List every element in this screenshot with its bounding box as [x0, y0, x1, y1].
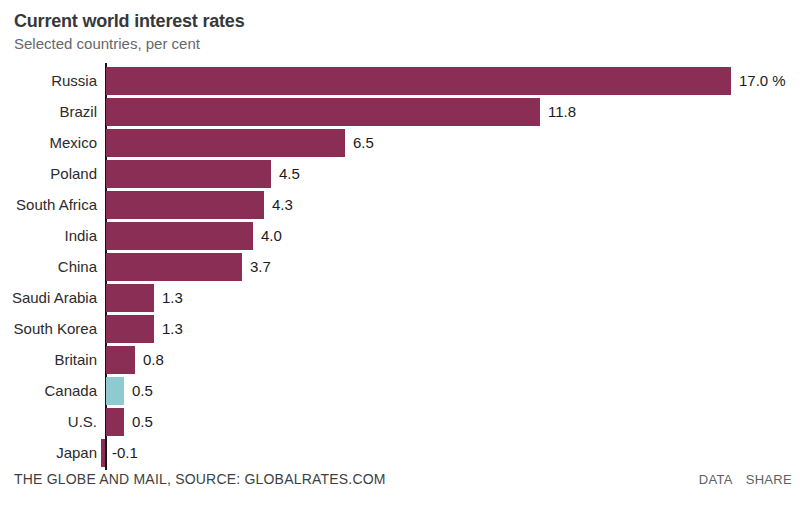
bar-area: 3.7	[106, 253, 808, 281]
chart-row: Russia 17.0 %	[0, 67, 808, 95]
bar	[106, 408, 124, 436]
chart-subtitle: Selected countries, per cent	[14, 35, 794, 52]
chart-row: Brazil 11.8	[0, 98, 808, 126]
bar-area: 1.3	[106, 315, 808, 343]
value-label: 11.8	[548, 98, 576, 126]
bar-area: 17.0 %	[106, 67, 808, 95]
bar	[106, 222, 253, 250]
value-label: 4.3	[272, 191, 293, 219]
category-label: Japan	[0, 439, 97, 467]
category-label: Brazil	[0, 98, 97, 126]
value-label: 0.5	[132, 408, 153, 436]
category-label: Poland	[0, 160, 97, 188]
category-label: Britain	[0, 346, 97, 374]
bar	[106, 346, 135, 374]
chart-row: Poland 4.5	[0, 160, 808, 188]
chart-row: Japan -0.1	[0, 439, 808, 467]
value-label: 1.3	[162, 284, 183, 312]
source-credit: THE GLOBE AND MAIL, SOURCE: GLOBALRATES.…	[14, 471, 386, 487]
bar	[106, 253, 242, 281]
chart-page: Current world interest rates Selected co…	[0, 0, 808, 512]
category-label: Russia	[0, 67, 97, 95]
chart-row: China 3.7	[0, 253, 808, 281]
category-label: Canada	[0, 377, 97, 405]
share-link[interactable]: SHARE	[746, 472, 792, 487]
category-label: India	[0, 222, 97, 250]
bar-area: 11.8	[106, 98, 808, 126]
bar-area: 6.5	[106, 129, 808, 157]
bar-area: 1.3	[106, 284, 808, 312]
chart-row: South Africa 4.3	[0, 191, 808, 219]
value-label: 4.5	[279, 160, 300, 188]
category-label: U.S.	[0, 408, 97, 436]
bar	[106, 191, 264, 219]
bar	[106, 129, 345, 157]
category-label: Saudi Arabia	[0, 284, 97, 312]
chart-row: Canada 0.5	[0, 377, 808, 405]
footer-links: DATA SHARE	[699, 472, 792, 487]
bar	[106, 284, 154, 312]
bar	[106, 315, 154, 343]
value-label: 3.7	[250, 253, 271, 281]
bar-area: 4.5	[106, 160, 808, 188]
category-label: Mexico	[0, 129, 97, 157]
bar-area: 0.5	[106, 408, 808, 436]
data-link[interactable]: DATA	[699, 472, 733, 487]
bar-area: 4.3	[106, 191, 808, 219]
value-label: 4.0	[261, 222, 282, 250]
bar-chart: Russia 17.0 % Brazil 11.8 Mexico 6.5 Poland 4.5…	[0, 67, 808, 467]
value-label: -0.1	[112, 439, 138, 467]
value-label: 0.8	[143, 346, 164, 374]
bar-area: 4.0	[106, 222, 808, 250]
bar	[106, 67, 731, 95]
chart-footer: THE GLOBE AND MAIL, SOURCE: GLOBALRATES.…	[0, 471, 808, 487]
bar-area: -0.1	[106, 439, 808, 467]
chart-title: Current world interest rates	[14, 11, 794, 32]
category-label: China	[0, 253, 97, 281]
value-label: 1.3	[162, 315, 183, 343]
chart-row: Saudi Arabia 1.3	[0, 284, 808, 312]
chart-row: Mexico 6.5	[0, 129, 808, 157]
chart-row: U.S. 0.5	[0, 408, 808, 436]
bar	[106, 160, 271, 188]
category-label: South Korea	[0, 315, 97, 343]
bar-area: 0.5	[106, 377, 808, 405]
chart-row: Britain 0.8	[0, 346, 808, 374]
value-label: 6.5	[353, 129, 374, 157]
category-label: South Africa	[0, 191, 97, 219]
bar	[106, 377, 124, 405]
chart-row: South Korea 1.3	[0, 315, 808, 343]
bar	[106, 98, 540, 126]
chart-header: Current world interest rates Selected co…	[0, 0, 808, 52]
value-label: 0.5	[132, 377, 153, 405]
bar	[101, 439, 105, 467]
chart-row: India 4.0	[0, 222, 808, 250]
bar-area: 0.8	[106, 346, 808, 374]
value-label: 17.0 %	[739, 67, 786, 95]
